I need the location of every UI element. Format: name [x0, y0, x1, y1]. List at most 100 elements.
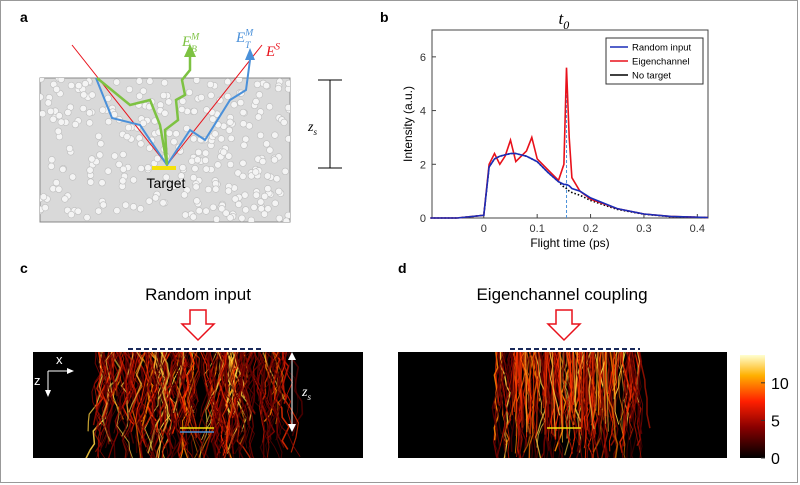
y-tick-label: 2: [420, 159, 426, 171]
speckle: [592, 352, 594, 431]
panel-label: c: [20, 260, 28, 276]
speckle: [94, 352, 118, 436]
scatterer: [88, 91, 96, 99]
speckle: [213, 352, 228, 454]
scatterer: [197, 93, 205, 102]
colorbar-tick-label: 0: [771, 451, 780, 468]
x-tick-label: 0.3: [636, 223, 651, 235]
speckle: [116, 352, 128, 423]
scatterer: [152, 194, 160, 202]
speckle: [508, 352, 516, 431]
speckle: [504, 352, 511, 458]
colorbar: [740, 355, 765, 458]
panel-label: b: [380, 9, 389, 25]
speckle: [551, 352, 556, 437]
scatterer: [202, 207, 210, 215]
scatterer: [179, 164, 187, 172]
field-pattern: [85, 352, 304, 458]
speckle: [127, 352, 142, 458]
speckle: [287, 352, 299, 428]
scatterer: [47, 107, 55, 115]
speckle: [614, 352, 626, 425]
scatterer: [271, 131, 279, 139]
scatterer: [40, 193, 48, 201]
speckle: [115, 352, 125, 397]
medium: [39, 77, 291, 223]
scatterer: [47, 162, 55, 170]
speckle: [561, 352, 565, 393]
speckle: [554, 352, 565, 458]
speckle: [160, 352, 170, 432]
annotation-base: t: [559, 9, 565, 28]
scatterer: [97, 140, 105, 148]
x-tick-label: 0.4: [690, 223, 705, 235]
scatterer: [204, 185, 213, 194]
speckle: [135, 352, 150, 422]
speckle: [538, 352, 552, 404]
panel-label: a: [20, 9, 28, 25]
speckle: [151, 352, 164, 389]
speckle: [604, 352, 607, 416]
speckle: [138, 352, 155, 458]
speckle: [511, 352, 516, 416]
scatterer: [57, 118, 65, 126]
scatterer: [41, 204, 49, 212]
scatterer: [99, 106, 107, 114]
speckle: [129, 352, 141, 432]
scatterer: [264, 185, 272, 193]
scatterer: [193, 197, 201, 205]
speckle: [528, 352, 537, 458]
scatterer: [239, 159, 247, 167]
speckle: [493, 352, 499, 441]
scatterer: [129, 176, 138, 184]
arrow-head: [245, 48, 255, 60]
scatterer: [61, 195, 69, 203]
speckle: [621, 352, 632, 412]
speckle: [96, 352, 104, 407]
speckle: [222, 352, 247, 458]
scatterer: [285, 79, 290, 87]
x-tick-label: 0: [481, 223, 487, 235]
scatterer: [252, 97, 260, 106]
math-label: EM T: [235, 27, 254, 51]
speckle: [535, 352, 538, 389]
scatterer: [241, 191, 249, 199]
speckle: [144, 352, 156, 441]
scatterer: [259, 157, 267, 166]
scatterer: [225, 126, 233, 134]
target-label: Target: [147, 175, 186, 191]
speckle: [554, 352, 570, 452]
speckle: [263, 352, 278, 423]
scatterer: [220, 148, 228, 156]
scatterer: [237, 99, 245, 107]
scatterer: [194, 148, 203, 156]
scatterer: [207, 91, 215, 99]
scatterer: [190, 107, 198, 115]
scatterer: [75, 82, 83, 90]
speckle: [267, 352, 287, 430]
speckle: [238, 352, 260, 458]
legend-label: Random input: [632, 43, 692, 54]
scatterer: [275, 214, 283, 222]
speckle: [608, 352, 621, 452]
scatterer: [202, 149, 210, 157]
arrow-head: [288, 424, 296, 432]
axis-arrow: [67, 368, 74, 374]
scatterer: [135, 134, 143, 142]
scatterer: [74, 207, 82, 215]
base: E: [235, 30, 245, 46]
scatterer: [139, 87, 147, 95]
scatterer: [81, 79, 89, 88]
scatterer: [235, 200, 243, 208]
scatterer: [253, 80, 261, 88]
scatterer: [189, 213, 197, 221]
scatterer: [222, 209, 230, 217]
scatterer: [261, 192, 269, 200]
scatterer: [170, 182, 179, 190]
target: [152, 166, 176, 170]
speckle: [268, 352, 282, 406]
scatterer: [139, 119, 147, 127]
scatterer: [203, 106, 211, 114]
scatterer: [217, 135, 225, 143]
